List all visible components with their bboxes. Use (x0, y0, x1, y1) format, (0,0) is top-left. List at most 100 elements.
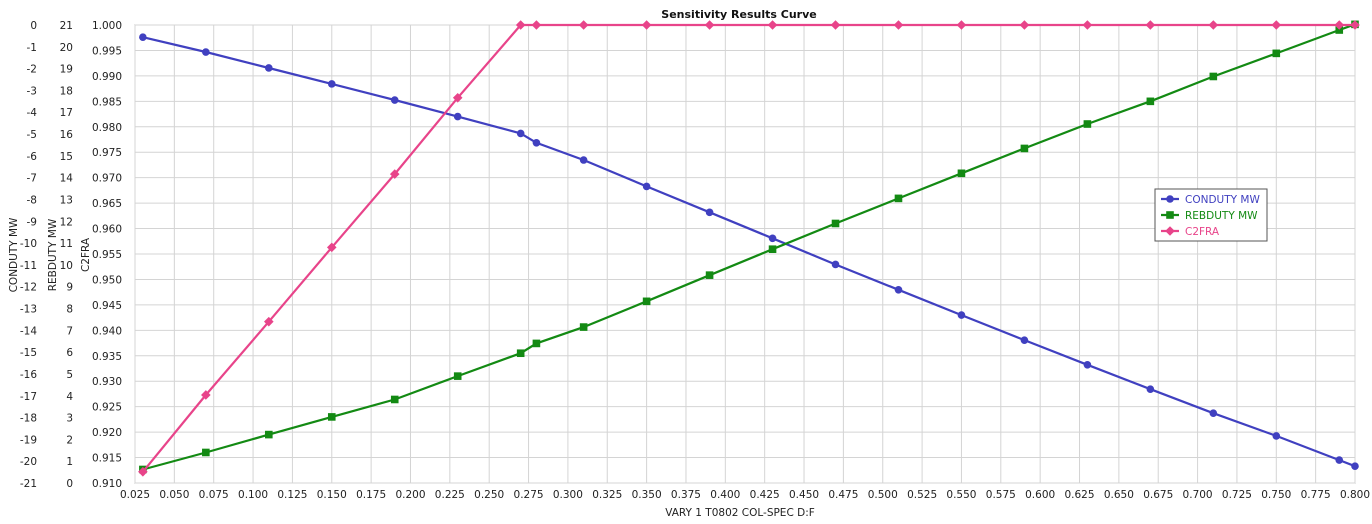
data-point-rebduty-mw (202, 448, 210, 457)
frac-tick-label: 0.970 (92, 173, 122, 185)
x-tick-label: 0.550 (946, 489, 976, 501)
data-point-rebduty-mw (265, 430, 273, 439)
x-tick-label: 0.800 (1340, 489, 1370, 501)
cond-tick-label: -9 (27, 216, 37, 228)
frac-tick-label: 0.935 (92, 351, 122, 363)
x-tick-label: 0.725 (1222, 489, 1252, 501)
data-point-c2fra (704, 20, 715, 30)
x-tick-label: 0.300 (553, 489, 583, 501)
cond-tick-label: -16 (20, 369, 37, 381)
cond-tick-label: -4 (27, 107, 38, 119)
data-point-rebduty-mw (642, 297, 651, 306)
series-line-c2fra (142, 23, 1355, 473)
cond-tick-label: -1 (27, 42, 37, 54)
tick-labels: 0.025 0.050 0.075 0.100 0.125 0.150 0.175 0.200… (20, 20, 1370, 501)
data-point-conduty-mw (532, 138, 541, 147)
x-tick-label: 0.200 (395, 489, 425, 501)
reb-tick-label: 19 (60, 64, 73, 76)
data-point-c2fra (1019, 20, 1030, 30)
reb-tick-label: 10 (60, 260, 73, 272)
data-point-conduty-mw (894, 285, 903, 294)
data-point-conduty-mw (1351, 462, 1359, 471)
legend-label-c2fra: C2FRA (1185, 226, 1220, 238)
data-point-rebduty-mw (1335, 26, 1344, 34)
x-tick-label: 0.225 (435, 489, 465, 501)
x-tick-label: 0.575 (986, 489, 1016, 501)
frac-tick-label: 0.990 (92, 71, 122, 83)
data-point-rebduty-mw (1272, 49, 1281, 58)
data-point-conduty-mw (202, 48, 210, 56)
reb-tick-label: 20 (60, 42, 73, 54)
x-tick-label: 0.500 (868, 489, 898, 501)
reb-tick-label: 0 (66, 478, 73, 490)
data-point-conduty-mw (579, 156, 588, 164)
x-tick-label: 0.275 (514, 489, 544, 501)
frac-tick-label: 1.000 (92, 20, 122, 32)
data-point-c2fra (641, 20, 652, 30)
frac-tick-label: 0.980 (92, 122, 122, 134)
series-conduty-mw (139, 33, 1359, 471)
data-point-rebduty-mw (390, 395, 399, 404)
data-point-c2fra (531, 20, 542, 30)
legend-marker-rebduty-mw (1166, 211, 1174, 219)
frac-tick-label: 0.960 (92, 224, 122, 236)
series-c2fra (138, 20, 1360, 477)
cond-tick-label: -12 (20, 282, 37, 294)
frac-tick-label: 0.945 (92, 300, 122, 312)
x-tick-label: 0.125 (277, 489, 307, 501)
data-point-conduty-mw (705, 208, 714, 217)
x-tick-label: 0.100 (238, 489, 268, 501)
data-point-c2fra (138, 467, 148, 477)
reb-tick-label: 7 (66, 325, 73, 337)
x-tick-label: 0.450 (789, 489, 819, 501)
data-point-conduty-mw (642, 182, 651, 191)
x-tick-label: 0.400 (710, 489, 740, 501)
reb-tick-label: 4 (66, 391, 73, 403)
data-point-c2fra (1350, 20, 1360, 30)
data-point-c2fra (452, 92, 463, 103)
cond-tick-label: -21 (20, 478, 37, 490)
reb-tick-label: 14 (60, 173, 74, 185)
data-point-rebduty-mw (327, 413, 336, 421)
data-point-rebduty-mw (1146, 97, 1155, 106)
data-point-c2fra (830, 20, 841, 30)
cond-tick-label: -10 (20, 238, 37, 250)
x-tick-label: 0.325 (592, 489, 622, 501)
legend[interactable]: CONDUTY MW REBDUTY MW C2FRA (1154, 188, 1268, 242)
frac-tick-label: 0.955 (92, 249, 122, 261)
x-tick-label: 0.650 (1104, 489, 1134, 501)
x-tick-label: 0.025 (120, 489, 150, 501)
data-point-c2fra (1271, 20, 1282, 30)
data-point-c2fra (578, 20, 589, 30)
legend-label-rebduty-mw: REBDUTY MW (1185, 210, 1258, 222)
data-point-conduty-mw (831, 260, 840, 269)
cond-tick-label: -15 (20, 347, 37, 359)
cond-tick-label: -14 (20, 325, 37, 337)
frac-tick-label: 0.915 (92, 453, 122, 465)
cond-tick-label: -11 (20, 260, 37, 272)
data-point-c2fra (201, 390, 211, 400)
cond-tick-label: -18 (20, 413, 37, 425)
data-point-conduty-mw (453, 112, 462, 121)
data-point-conduty-mw (1083, 360, 1092, 369)
legend-marker-conduty-mw (1166, 195, 1174, 203)
cond-tick-label: -5 (27, 129, 37, 141)
data-point-c2fra (264, 316, 274, 327)
data-point-conduty-mw (265, 64, 273, 72)
x-tick-label: 0.150 (317, 489, 347, 501)
cond-tick-label: -17 (20, 391, 37, 403)
x-tick-label: 0.525 (907, 489, 937, 501)
data-point-conduty-mw (516, 129, 525, 138)
legend-label-conduty-mw: CONDUTY MW (1185, 194, 1260, 206)
data-point-conduty-mw (1335, 456, 1344, 464)
data-point-conduty-mw (1146, 385, 1155, 394)
frac-tick-label: 0.930 (92, 376, 122, 388)
data-point-rebduty-mw (894, 194, 903, 203)
chart-title: Sensitivity Results Curve (661, 8, 816, 21)
data-point-c2fra (1208, 20, 1219, 30)
data-point-c2fra (1082, 20, 1093, 30)
reb-tick-label: 6 (66, 347, 73, 359)
data-point-c2fra (767, 20, 778, 30)
x-tick-label: 0.425 (750, 489, 780, 501)
